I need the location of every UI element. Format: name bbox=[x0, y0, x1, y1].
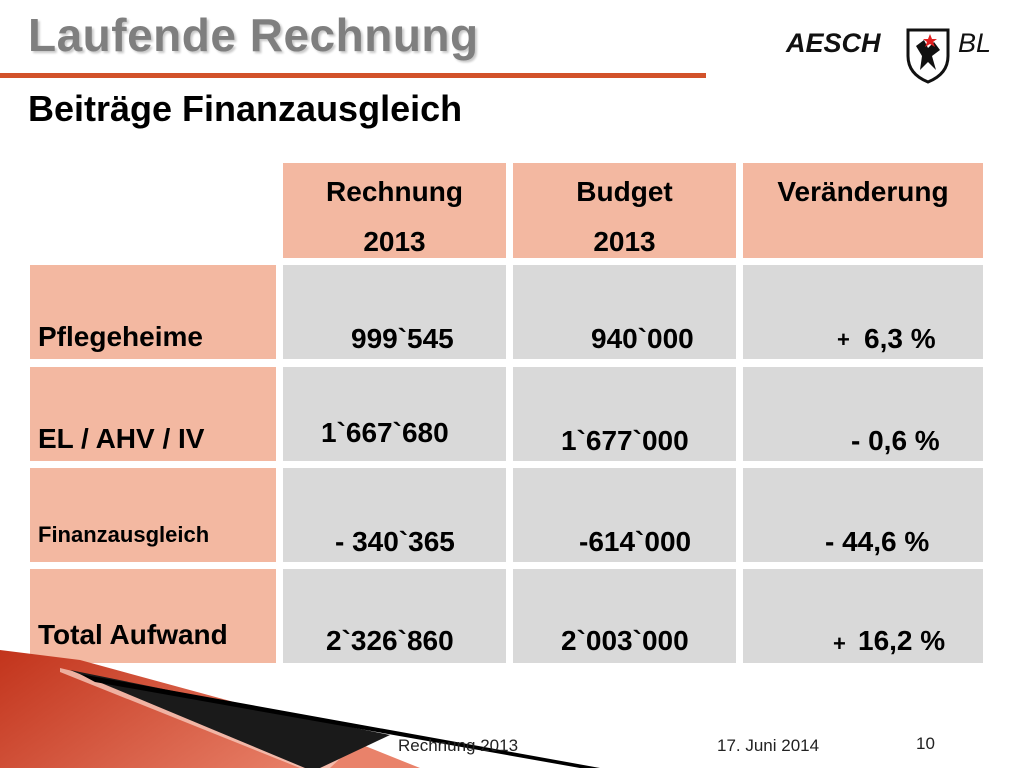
column-header-line: 2013 bbox=[593, 226, 656, 257]
coat-of-arms-icon bbox=[906, 28, 950, 84]
column-header-line: 2013 bbox=[363, 226, 426, 257]
row-label-text: Pflegeheime bbox=[38, 321, 203, 352]
cell-value: - 340`365 bbox=[335, 526, 455, 557]
column-header-line: Budget bbox=[576, 176, 673, 207]
cell-value: 999`545 bbox=[351, 323, 454, 354]
change-sign: + bbox=[833, 631, 846, 656]
column-header-budget: Budget 2013 bbox=[513, 163, 736, 258]
table-cell-veraenderung: - 44,6 % bbox=[743, 468, 983, 562]
aesch-logo: AESCH BL bbox=[786, 26, 996, 86]
cell-value: - 44,6 % bbox=[825, 526, 930, 557]
logo-text-bl: BL bbox=[958, 28, 992, 58]
table-cell-budget: -614`000 bbox=[513, 468, 736, 562]
cell-value: 2`326`860 bbox=[326, 625, 454, 656]
table-cell-veraenderung: - 0,6 % bbox=[743, 367, 983, 461]
table-cell-rechnung: 1`667`680 bbox=[283, 367, 506, 461]
cell-value: 6,3 % bbox=[864, 323, 936, 354]
table-row-label: Pflegeheime bbox=[30, 265, 276, 359]
footer-presentation-name: Rechnung 2013 bbox=[398, 736, 519, 755]
cell-value: - 0,6 % bbox=[851, 425, 940, 456]
cell-value: 1`667`680 bbox=[321, 417, 449, 448]
table-row-label: Finanzausgleich bbox=[30, 468, 276, 562]
row-label-text: Finanzausgleich bbox=[38, 522, 210, 547]
column-header-rechnung: Rechnung 2013 bbox=[283, 163, 506, 258]
slide-title: Laufende Rechnung bbox=[28, 9, 479, 61]
logo-text-aesch: AESCH bbox=[786, 28, 881, 58]
row-label-text: EL / AHV / IV bbox=[38, 423, 205, 454]
page-number: 10 bbox=[916, 734, 935, 753]
table-cell-rechnung: 2`326`860 bbox=[283, 569, 506, 663]
table-cell-budget: 1`677`000 bbox=[513, 367, 736, 461]
cell-value: 1`677`000 bbox=[561, 425, 689, 456]
cell-value: 16,2 % bbox=[858, 625, 946, 656]
cell-value: 2`003`000 bbox=[561, 625, 689, 656]
table-row-label: EL / AHV / IV bbox=[30, 367, 276, 461]
table-cell-rechnung: - 340`365 bbox=[283, 468, 506, 562]
table-row-label: Total Aufwand bbox=[30, 569, 276, 663]
table-cell-budget: 2`003`000 bbox=[513, 569, 736, 663]
change-sign: + bbox=[837, 327, 850, 352]
cell-value: -614`000 bbox=[579, 526, 692, 557]
column-header-veraenderung: Veränderung bbox=[743, 163, 983, 258]
title-underline bbox=[0, 73, 706, 78]
row-label-text: Total Aufwand bbox=[38, 619, 228, 650]
table-cell-budget: 940`000 bbox=[513, 265, 736, 359]
table-cell-rechnung: 999`545 bbox=[283, 265, 506, 359]
footer-date: 17. Juni 2014 bbox=[717, 736, 820, 755]
column-header-line: Veränderung bbox=[777, 176, 949, 207]
slide-subtitle: Beiträge Finanzausgleich bbox=[28, 88, 463, 129]
table-cell-veraenderung: + 6,3 % bbox=[743, 265, 983, 359]
table-cell-veraenderung: + 16,2 % bbox=[743, 569, 983, 663]
cell-value: 940`000 bbox=[591, 323, 694, 354]
column-header-line: Rechnung bbox=[326, 176, 463, 207]
